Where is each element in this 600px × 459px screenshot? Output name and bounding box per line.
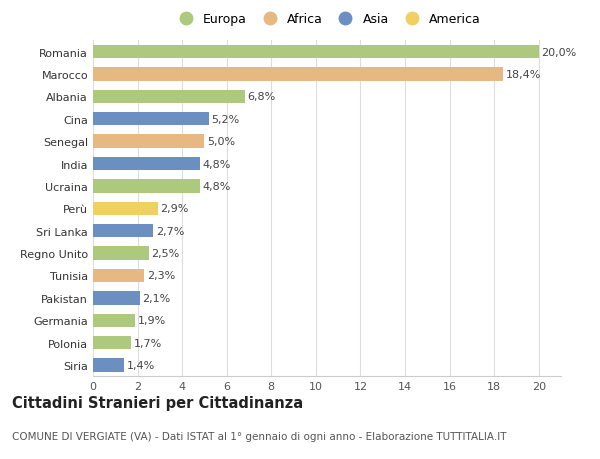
Text: 1,7%: 1,7%: [134, 338, 162, 348]
Bar: [93, 90, 245, 104]
Bar: [93, 314, 136, 327]
Text: 6,8%: 6,8%: [247, 92, 275, 102]
Text: 2,1%: 2,1%: [142, 293, 171, 303]
Bar: [93, 336, 131, 350]
Text: 4,8%: 4,8%: [203, 181, 231, 191]
Text: 1,4%: 1,4%: [127, 360, 155, 370]
Bar: [93, 269, 144, 283]
Bar: [93, 224, 153, 238]
Text: 2,7%: 2,7%: [156, 226, 184, 236]
Text: 18,4%: 18,4%: [506, 70, 541, 80]
Bar: [93, 180, 200, 193]
Bar: [93, 157, 200, 171]
Text: Cittadini Stranieri per Cittadinanza: Cittadini Stranieri per Cittadinanza: [12, 395, 303, 410]
Bar: [93, 46, 539, 59]
Bar: [93, 202, 158, 216]
Text: 1,9%: 1,9%: [138, 315, 166, 325]
Bar: [93, 247, 149, 260]
Text: COMUNE DI VERGIATE (VA) - Dati ISTAT al 1° gennaio di ogni anno - Elaborazione T: COMUNE DI VERGIATE (VA) - Dati ISTAT al …: [12, 431, 506, 442]
Bar: [93, 135, 205, 149]
Bar: [93, 291, 140, 305]
Text: 2,5%: 2,5%: [151, 248, 179, 258]
Text: 2,3%: 2,3%: [147, 271, 175, 281]
Legend: Europa, Africa, Asia, America: Europa, Africa, Asia, America: [170, 11, 484, 28]
Bar: [93, 113, 209, 126]
Text: 4,8%: 4,8%: [203, 159, 231, 169]
Text: 5,2%: 5,2%: [212, 114, 240, 124]
Text: 20,0%: 20,0%: [541, 47, 577, 57]
Text: 5,0%: 5,0%: [207, 137, 235, 147]
Bar: [93, 358, 124, 372]
Bar: [93, 68, 503, 82]
Text: 2,9%: 2,9%: [160, 204, 188, 214]
